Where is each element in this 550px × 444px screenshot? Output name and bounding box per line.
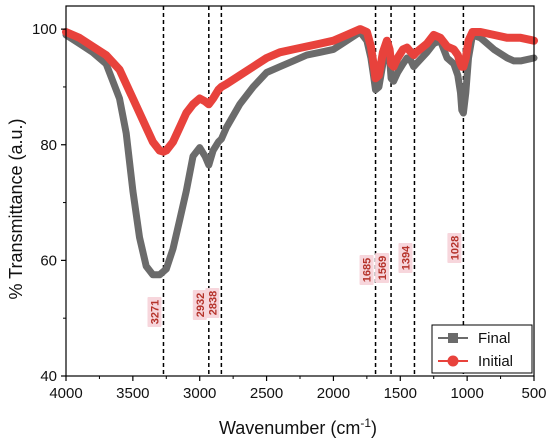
peak-label-text: 1394 bbox=[400, 245, 412, 270]
peak-label-1394: 1394 bbox=[398, 243, 413, 273]
peak-label-text: 1685 bbox=[362, 258, 374, 282]
x-axis-title-close: ) bbox=[371, 418, 377, 438]
peak-label-1685: 1685 bbox=[359, 255, 374, 285]
peak-label-2932: 2932 bbox=[192, 290, 207, 320]
peak-label-3271: 3271 bbox=[147, 297, 162, 327]
series-line-initial bbox=[62, 25, 538, 156]
peak-label-box bbox=[398, 243, 413, 273]
x-tick-label-2500: 2500 bbox=[250, 385, 283, 402]
y-tick-label-40: 40 bbox=[40, 368, 57, 385]
peak-label-box bbox=[375, 253, 390, 283]
peak-label-text: 3271 bbox=[149, 300, 161, 324]
peak-label-text: 2932 bbox=[195, 293, 207, 317]
y-tick-label-100: 100 bbox=[32, 21, 57, 38]
peak-label-box bbox=[205, 288, 220, 318]
legend-marker-initial bbox=[447, 355, 459, 367]
peak-label-2838: 2838 bbox=[205, 288, 220, 318]
peak-label-text: 2838 bbox=[207, 291, 219, 315]
peak-label-1569: 1569 bbox=[375, 253, 390, 283]
x-tick-label-4000: 4000 bbox=[49, 385, 82, 402]
x-axis-title-main: Wavenumber (cm bbox=[219, 418, 360, 438]
axis-ticks: 4000 3500 3000 2500 2000 1500 1000 500 40 60 80 100 bbox=[32, 21, 547, 402]
legend-marker-final bbox=[448, 333, 458, 343]
series-lines bbox=[62, 25, 538, 279]
legend: Final Initial bbox=[431, 324, 533, 374]
peak-label-box bbox=[447, 233, 462, 263]
x-tick-label-2000: 2000 bbox=[317, 385, 350, 402]
peak-label-text: 1028 bbox=[449, 236, 461, 260]
x-tick-label-3500: 3500 bbox=[116, 385, 149, 402]
y-tick-label-60: 60 bbox=[40, 252, 57, 269]
peak-annotations: 3271 2932 2838 1685 1569 1394 1028 bbox=[147, 233, 462, 327]
peak-label-text: 1569 bbox=[377, 256, 389, 280]
peak-label-1028: 1028 bbox=[447, 233, 462, 263]
x-tick-label-1000: 1000 bbox=[450, 385, 483, 402]
x-axis-title: Wavenumber (cm-1) bbox=[219, 416, 377, 438]
peak-label-box bbox=[359, 255, 374, 285]
y-axis-title: % Transmittance (a.u.) bbox=[6, 118, 26, 299]
legend-label-initial: Initial bbox=[478, 353, 513, 370]
y-tick-label-80: 80 bbox=[40, 137, 57, 154]
legend-label-final: Final bbox=[478, 330, 511, 347]
peak-label-box bbox=[147, 297, 162, 327]
x-axis-title-superscript: -1 bbox=[360, 416, 371, 430]
x-tick-label-1500: 1500 bbox=[384, 385, 417, 402]
x-tick-label-500: 500 bbox=[521, 385, 546, 402]
x-tick-label-3000: 3000 bbox=[183, 385, 216, 402]
peak-label-box bbox=[192, 290, 207, 320]
